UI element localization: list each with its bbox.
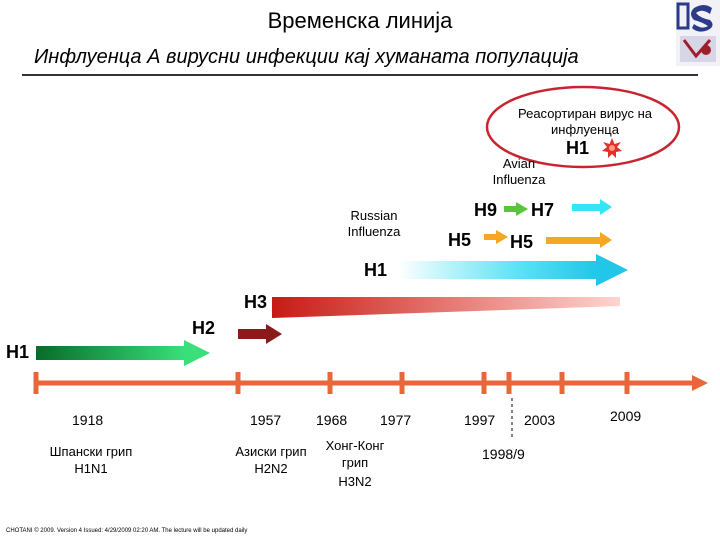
year-1918: 1918 bbox=[72, 412, 104, 428]
strain-h7: H7 bbox=[531, 200, 555, 220]
title-divider bbox=[22, 74, 698, 76]
strain-h5-left: H5 bbox=[448, 230, 472, 250]
year-2003: 2003 bbox=[524, 412, 556, 428]
year-1977: 1977 bbox=[380, 412, 412, 428]
year-1997: 1997 bbox=[464, 412, 496, 428]
h1-1918-arrow bbox=[36, 340, 210, 366]
avian-influenza-label: Avian Influenza bbox=[492, 156, 546, 187]
strain-h3: H3 bbox=[244, 292, 268, 312]
asian-flu-name: Азиски грип bbox=[235, 444, 307, 459]
year-2009: 2009 bbox=[610, 408, 642, 424]
asian-flu-type: H2N2 bbox=[254, 461, 288, 476]
hong-kong-flu-name: Хонг-Конг грип bbox=[325, 438, 385, 470]
copyright-footer: CHOTANI © 2009. Version 4 Issued: 4/29/2… bbox=[6, 528, 248, 534]
reassortant-star-icon bbox=[602, 138, 622, 158]
h5-arrow bbox=[546, 232, 612, 248]
russian-influenza-label: Russian Influenza bbox=[347, 208, 401, 239]
h2-1957-arrow bbox=[238, 324, 282, 344]
reassortant-callout-text: Реасортиран вирус на инфлуенца bbox=[518, 106, 652, 137]
strain-h9: H9 bbox=[474, 200, 498, 220]
page-subtitle: Инфлуенца А вирусни инфекции кај хуманат… bbox=[34, 46, 579, 68]
strain-h1-1918: H1 bbox=[6, 342, 30, 362]
strain-h2: H2 bbox=[192, 318, 216, 338]
timeline-axis bbox=[33, 372, 708, 440]
strain-h1-1977: H1 bbox=[364, 260, 388, 280]
spanish-flu-name: Шпански грип bbox=[49, 444, 133, 459]
strain-h5-right: H5 bbox=[510, 232, 534, 252]
reassortant-callout-subtype: H1 bbox=[566, 138, 590, 158]
h5-small-arrow bbox=[484, 230, 508, 244]
hong-kong-flu-type: H3N2 bbox=[338, 474, 372, 489]
h7-arrow bbox=[572, 199, 612, 215]
h1-1977-arrow bbox=[398, 254, 628, 286]
year-1998-9: 1998/9 bbox=[482, 446, 525, 462]
reassortant-callout-ring bbox=[485, 85, 681, 169]
university-logo bbox=[676, 0, 720, 66]
h9-to-h7-arrow bbox=[504, 202, 528, 216]
year-1957: 1957 bbox=[250, 412, 282, 428]
spanish-flu-type: H1N1 bbox=[74, 461, 108, 476]
year-1968: 1968 bbox=[316, 412, 348, 428]
h3-1968-arrow bbox=[272, 297, 620, 318]
page-title: Временска линија bbox=[267, 8, 453, 33]
